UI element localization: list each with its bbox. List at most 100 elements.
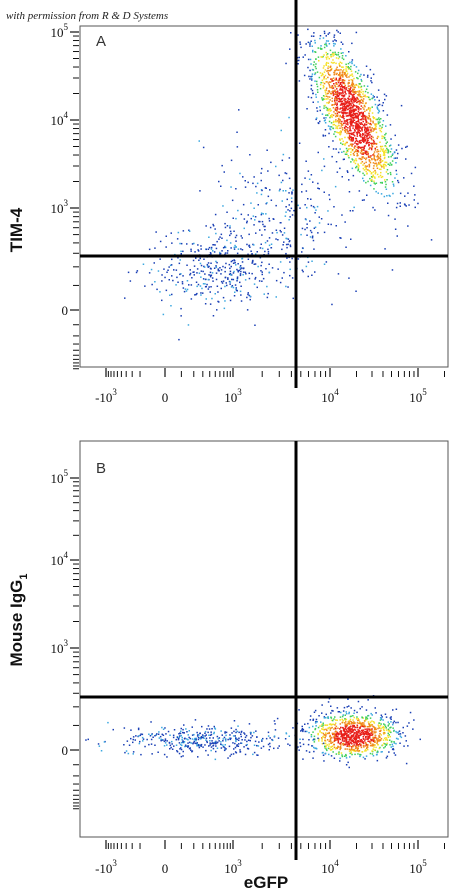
scatter-point bbox=[357, 750, 359, 752]
scatter-point bbox=[369, 184, 372, 187]
scatter-point bbox=[340, 237, 342, 239]
scatter-point bbox=[350, 119, 352, 121]
scatter-point bbox=[355, 122, 357, 125]
scatter-point bbox=[379, 150, 382, 152]
scatter-point bbox=[331, 116, 333, 118]
scatter-point bbox=[356, 96, 358, 99]
scatter-point bbox=[210, 749, 212, 752]
scatter-point bbox=[382, 726, 385, 729]
scatter-point bbox=[309, 715, 312, 717]
scatter-point bbox=[330, 115, 332, 117]
scatter-point bbox=[372, 736, 374, 739]
scatter-point bbox=[208, 236, 210, 238]
scatter-point bbox=[331, 87, 334, 90]
scatter-point bbox=[374, 169, 376, 172]
scatter-point bbox=[363, 157, 366, 159]
credit-text: with permission from R & D Systems bbox=[6, 10, 168, 22]
scatter-point bbox=[335, 68, 338, 70]
scatter-point bbox=[123, 744, 125, 746]
scatter-point bbox=[330, 705, 332, 707]
scatter-point bbox=[246, 296, 248, 299]
scatter-point bbox=[344, 108, 347, 111]
scatter-point bbox=[353, 128, 356, 131]
scatter-point bbox=[371, 180, 373, 182]
scatter-point bbox=[207, 266, 209, 268]
scatter-point bbox=[330, 724, 333, 726]
scatter-point bbox=[286, 246, 288, 249]
scatter-point bbox=[351, 722, 353, 724]
scatter-point bbox=[235, 288, 237, 291]
scatter-point bbox=[373, 726, 376, 728]
scatter-point bbox=[334, 108, 337, 110]
scatter-point bbox=[260, 243, 262, 245]
scatter-point bbox=[341, 726, 344, 729]
scatter-point bbox=[364, 94, 366, 96]
scatter-point bbox=[305, 265, 308, 268]
scatter-point bbox=[154, 744, 156, 746]
scatter-point bbox=[363, 114, 366, 117]
scatter-point bbox=[405, 740, 407, 742]
scatter-point bbox=[355, 138, 358, 140]
scatter-point bbox=[342, 94, 345, 97]
scatter-point bbox=[387, 156, 390, 158]
scatter-point bbox=[354, 162, 357, 165]
scatter-point bbox=[389, 717, 392, 719]
scatter-point bbox=[346, 119, 349, 121]
scatter-point bbox=[270, 243, 273, 245]
scatter-point bbox=[156, 733, 158, 735]
scatter-point bbox=[376, 106, 378, 108]
scatter-point bbox=[326, 107, 329, 110]
scatter-point bbox=[385, 183, 387, 186]
scatter-point bbox=[379, 141, 381, 143]
scatter-point bbox=[330, 115, 332, 118]
scatter-point bbox=[350, 732, 352, 734]
scatter-point bbox=[372, 732, 374, 734]
scatter-point bbox=[333, 93, 335, 95]
scatter-point bbox=[370, 172, 373, 175]
scatter-point bbox=[354, 140, 357, 143]
scatter-point bbox=[352, 715, 354, 717]
scatter-point bbox=[248, 245, 250, 247]
scatter-point bbox=[224, 226, 227, 229]
scatter-point bbox=[231, 278, 233, 281]
scatter-point bbox=[323, 716, 326, 718]
scatter-point bbox=[328, 132, 330, 135]
scatter-point bbox=[363, 140, 365, 142]
scatter-point bbox=[137, 727, 140, 730]
scatter-point bbox=[366, 726, 369, 728]
scatter-point bbox=[344, 109, 346, 112]
scatter-point bbox=[376, 159, 379, 161]
scatter-point bbox=[353, 741, 355, 743]
scatter-point bbox=[308, 178, 311, 180]
scatter-point bbox=[200, 736, 203, 738]
scatter-point bbox=[365, 65, 368, 67]
scatter-point bbox=[249, 295, 251, 298]
scatter-point bbox=[344, 142, 347, 145]
scatter-point bbox=[162, 313, 165, 316]
scatter-point bbox=[332, 40, 334, 42]
scatter-point bbox=[385, 142, 387, 145]
scatter-point bbox=[323, 191, 325, 193]
scatter-point bbox=[336, 114, 339, 116]
scatter-point bbox=[340, 101, 343, 103]
scatter-point bbox=[237, 271, 240, 273]
scatter-point bbox=[344, 109, 347, 112]
scatter-point bbox=[157, 733, 160, 735]
scatter-point bbox=[234, 751, 237, 753]
scatter-point bbox=[204, 273, 206, 275]
scatter-point bbox=[183, 290, 186, 293]
scatter-point bbox=[308, 731, 310, 734]
scatter-point bbox=[200, 248, 202, 250]
scatter-point bbox=[342, 744, 345, 746]
scatter-point bbox=[357, 168, 360, 170]
scatter-point bbox=[320, 45, 322, 47]
scatter-point bbox=[360, 105, 363, 107]
scatter-point bbox=[327, 72, 329, 74]
scatter-point bbox=[348, 92, 350, 95]
scatter-point bbox=[180, 734, 182, 737]
scatter-point bbox=[362, 112, 364, 114]
scatter-point bbox=[342, 58, 345, 61]
scatter-point bbox=[382, 148, 385, 150]
scatter-point bbox=[362, 98, 365, 100]
scatter-point bbox=[319, 87, 322, 90]
